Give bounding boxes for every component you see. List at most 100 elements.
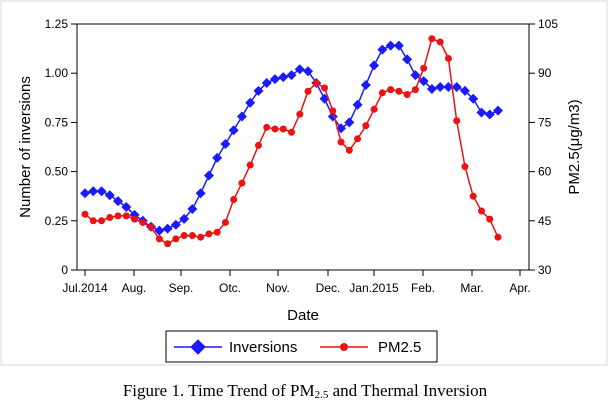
inversions-point (96, 186, 107, 197)
inversions-point (344, 117, 355, 128)
y-right-tick-label: 90 (538, 66, 552, 80)
pm25-point (230, 195, 238, 203)
pm25-point (461, 163, 469, 171)
pm25-point (494, 233, 502, 241)
pm25-point (362, 122, 370, 130)
pm25-point (469, 192, 477, 200)
x-tick-label: Dec. (316, 281, 341, 295)
inversions-point (80, 188, 90, 199)
pm25-point (486, 215, 494, 223)
inversions-point (104, 190, 115, 201)
x-tick-label: Otc. (219, 281, 241, 295)
pm25-point (197, 233, 205, 241)
pm25-point (221, 218, 229, 226)
inversions-point (212, 152, 223, 163)
inversions-point (443, 81, 454, 92)
pm25-point (205, 230, 213, 238)
pm25-point (420, 64, 428, 72)
inversions-point (360, 80, 371, 91)
inversions-point (493, 105, 503, 116)
y-left-axis: 0 0.25 0.50 0.75 1.00 1.25 (45, 17, 77, 277)
chart: 0 0.25 0.50 0.75 1.00 1.25 30 45 60 75 90 105 Jul.… (0, 0, 608, 366)
inversions-point (203, 170, 214, 181)
series-layer (80, 35, 503, 248)
y-left-tick-label: 1.00 (45, 66, 69, 80)
legend: Inversions PM2.5 (165, 330, 438, 363)
inversions-point (187, 203, 198, 214)
inversions-point (278, 72, 289, 83)
pm25-point (444, 54, 452, 62)
x-tick-label: Feb. (411, 281, 435, 295)
caption-prefix: Figure 1. Time Trend of PM (122, 381, 315, 400)
pm25-point (139, 218, 147, 226)
pm25-point (254, 141, 262, 149)
inversions-point (418, 76, 429, 87)
inversions-point (154, 225, 165, 236)
pm25-point (304, 87, 312, 95)
pm25-point (477, 207, 485, 215)
y-left-tick-label: 0.75 (45, 115, 69, 129)
caption-subscript: 2.5 (314, 389, 329, 401)
pm25-point (180, 232, 188, 240)
inversions-point (220, 139, 231, 150)
pm25-point (279, 125, 287, 133)
inversions-point (393, 40, 404, 51)
x-tick-label: Mar. (460, 281, 483, 295)
inversions-point (459, 85, 470, 96)
pm25-point (81, 210, 89, 218)
inversions-point (377, 44, 388, 55)
pm25-point (329, 107, 337, 115)
inversions-point (245, 97, 256, 108)
pm25-point (263, 123, 271, 131)
inversions-point (303, 66, 314, 77)
series-line-pm25 (84, 37, 499, 245)
inversions-point (476, 107, 487, 118)
inversions-point (426, 83, 437, 94)
pm25-point (106, 214, 114, 222)
legend-label-inversions: Inversions (229, 339, 297, 356)
y-right-tick-label: 75 (538, 115, 552, 129)
figure-border (0, 0, 608, 366)
y-left-axis-title: Number of inversions (17, 76, 34, 218)
pm25-point (436, 38, 444, 46)
pm25-point (246, 161, 254, 169)
pm25-point (395, 87, 403, 95)
pm25-point (354, 135, 362, 143)
inversions-point (451, 81, 462, 92)
pm25-point (428, 35, 436, 43)
pm25-point (172, 235, 180, 243)
y-left-tick-label: 1.25 (45, 17, 69, 31)
pm25-point (89, 217, 97, 225)
inversions-point (113, 196, 124, 207)
pm25-point (288, 128, 295, 136)
inversions-point (195, 188, 206, 199)
pm25-point (345, 146, 353, 154)
x-axis: Jul.2014 Aug. Sep. Otc. Nov. Dec. Jan.2015 Feb.… (62, 270, 531, 295)
x-tick-label: Aug. (122, 281, 147, 295)
pm25-point (271, 125, 279, 133)
y-left-tick-label: 0.25 (45, 214, 69, 228)
pm25-point (453, 117, 461, 125)
inversions-point (179, 213, 190, 224)
pm25-point (147, 223, 155, 231)
pm25-point (131, 215, 139, 223)
x-tick-label: Sep. (169, 281, 194, 295)
inversions-point (253, 85, 264, 96)
plot-area (76, 23, 530, 271)
inversions-point (484, 109, 495, 120)
pm25-point (155, 235, 163, 243)
inversions-point (402, 54, 413, 65)
pm25-point (122, 212, 130, 220)
pm25-point (312, 79, 320, 87)
pm25-point (411, 86, 419, 94)
pm25-point (164, 240, 172, 248)
pm25-point (188, 232, 196, 240)
y-right-axis: 30 45 60 75 90 105 (529, 17, 558, 277)
pm25-point (296, 110, 304, 118)
pm25-point (213, 228, 221, 236)
caption-suffix: and Thermal Inversion (328, 381, 488, 400)
inversions-point (410, 70, 421, 81)
inversions-point (170, 219, 181, 230)
inversions-point (162, 223, 173, 234)
y-right-tick-label: 45 (538, 214, 552, 228)
